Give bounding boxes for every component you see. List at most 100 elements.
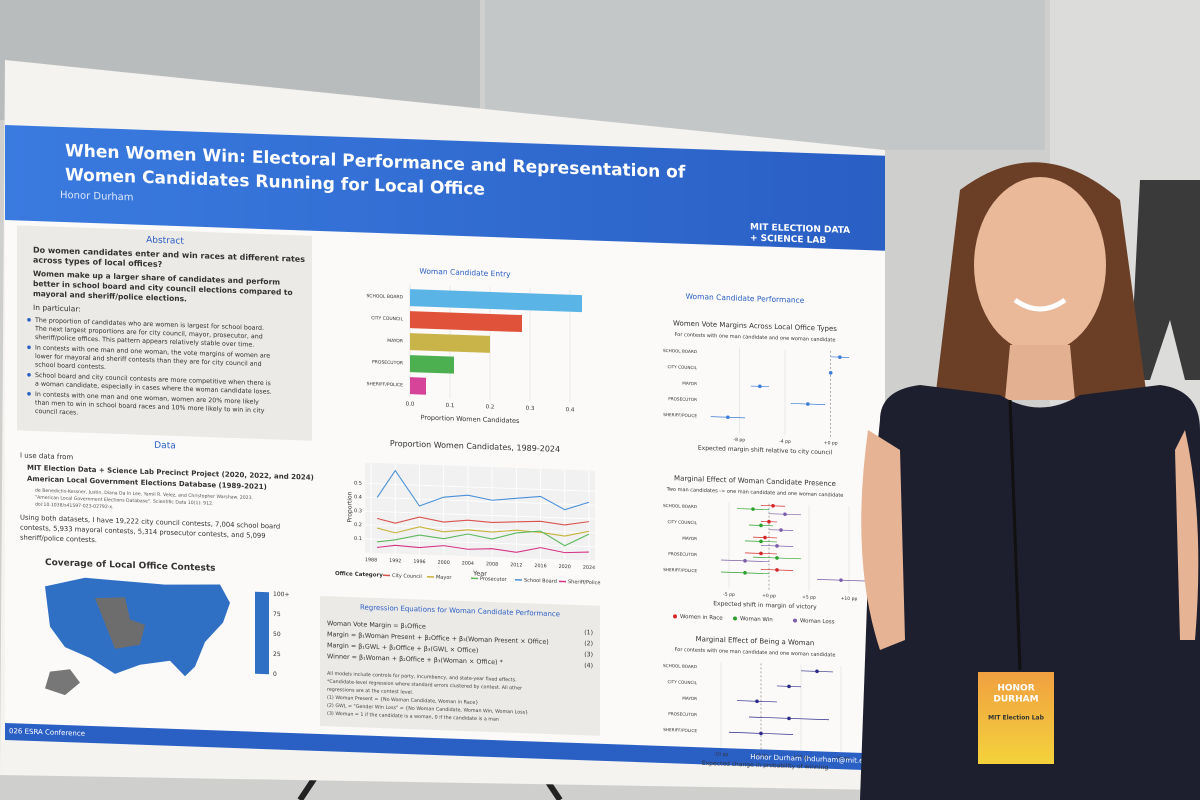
x-tick-label: +10 pp bbox=[793, 754, 810, 761]
point bbox=[787, 684, 791, 689]
legend-label: Prosecutor bbox=[480, 576, 508, 583]
x-tick-label: 2000 bbox=[438, 560, 450, 566]
citation: doi:10.1038/s41597-023-02792-x. bbox=[35, 502, 114, 511]
bar bbox=[410, 377, 426, 395]
point bbox=[838, 355, 842, 359]
plot-bg bbox=[365, 462, 595, 561]
point bbox=[755, 699, 759, 704]
x-tick-label: +10 pp bbox=[841, 596, 858, 603]
equation-number: (2) bbox=[584, 640, 593, 647]
x-axis-label: Expected change in probability of winnin… bbox=[702, 760, 828, 771]
bar bbox=[410, 289, 582, 313]
legend-swatch bbox=[793, 618, 797, 623]
abstract-box bbox=[17, 225, 312, 441]
y-tick-label: CITY COUNCIL bbox=[667, 519, 697, 525]
x-tick-label: 2016 bbox=[534, 563, 546, 569]
point bbox=[828, 371, 833, 375]
point bbox=[771, 504, 775, 508]
top bbox=[860, 385, 1200, 800]
header-band bbox=[5, 125, 885, 251]
point bbox=[758, 384, 762, 389]
logo-text: + SCIENCE LAB bbox=[750, 234, 826, 247]
bullet-dot bbox=[27, 345, 31, 350]
legend-label: Sheriff/Police bbox=[568, 579, 600, 586]
x-tick-label: 2012 bbox=[510, 562, 522, 568]
footer-band bbox=[5, 723, 885, 771]
x-tick-label: -4 pp bbox=[779, 439, 791, 445]
y-tick-label: MAYOR bbox=[387, 338, 403, 345]
data-intro: I use data from bbox=[20, 452, 73, 462]
poster: When Women Win: Electoral Performance an… bbox=[5, 125, 885, 771]
badge-name: DURHAM bbox=[993, 695, 1038, 705]
x-tick-label: 2008 bbox=[486, 561, 498, 567]
map-legend-label: 75 bbox=[273, 611, 281, 618]
point bbox=[726, 415, 730, 420]
point bbox=[759, 523, 763, 528]
lanyard bbox=[1008, 399, 1022, 671]
y-tick-label: PROSECUTOR bbox=[668, 711, 697, 717]
y-tick-label: SCHOOL BOARD bbox=[366, 293, 403, 300]
legend-title: Office Category bbox=[335, 571, 383, 579]
y-tick-label: MAYOR bbox=[682, 381, 697, 387]
x-tick-label: 0.3 bbox=[526, 406, 535, 412]
x-tick-label: 1996 bbox=[413, 559, 425, 565]
point bbox=[743, 559, 747, 563]
map-legend-label: 50 bbox=[273, 631, 281, 638]
section-heading: Data bbox=[154, 441, 175, 452]
y-tick-label: CITY COUNCIL bbox=[371, 315, 403, 322]
y-tick-label: SCHOOL BOARD bbox=[663, 348, 697, 354]
badge-name: HONOR bbox=[997, 684, 1034, 694]
point bbox=[787, 716, 791, 721]
map-alaska bbox=[45, 669, 80, 696]
y-tick-label: SHERIFF/POLICE bbox=[663, 567, 697, 573]
section-heading: Abstract bbox=[146, 235, 184, 246]
badge-org: MIT Election Lab bbox=[988, 715, 1044, 722]
point bbox=[783, 512, 787, 517]
x-tick-label: 2020 bbox=[559, 564, 571, 570]
abstract-intro: In particular: bbox=[33, 303, 81, 314]
y-tick-label: 0.1 bbox=[354, 536, 362, 542]
y-tick-label: MAYOR bbox=[682, 536, 697, 542]
y-tick-label: CITY COUNCIL bbox=[667, 679, 697, 685]
neck bbox=[1005, 345, 1075, 400]
map bbox=[45, 577, 269, 696]
y-tick-label: 0.4 bbox=[354, 494, 362, 500]
point bbox=[759, 731, 763, 736]
y-tick-label: PROSECUTOR bbox=[668, 551, 697, 557]
point bbox=[763, 535, 767, 540]
face bbox=[974, 177, 1106, 353]
footer-text: 026 ESRA Conference bbox=[9, 727, 85, 738]
logo-text: MIT ELECTION DATA bbox=[750, 223, 850, 236]
x-tick-label: -5 pp bbox=[723, 592, 735, 598]
line-series bbox=[376, 516, 590, 526]
x-tick-label: 0.2 bbox=[486, 404, 495, 410]
y-tick-label: 0.3 bbox=[354, 508, 362, 514]
legend-swatch bbox=[733, 616, 737, 621]
y-tick-label: SHERIFF/POLICE bbox=[663, 727, 697, 733]
y-tick-label: PROSECUTOR bbox=[372, 359, 403, 366]
point bbox=[779, 528, 783, 532]
x-axis-label: Expected margin shift relative to city c… bbox=[698, 445, 833, 457]
equation-number: (1) bbox=[584, 629, 593, 636]
x-tick-label: 2024 bbox=[583, 565, 595, 571]
regression-box bbox=[320, 596, 600, 736]
point bbox=[806, 402, 810, 406]
y-axis-label: Proportion bbox=[347, 491, 354, 522]
author: Honor Durham bbox=[60, 190, 134, 204]
point bbox=[759, 551, 763, 556]
grid-line bbox=[365, 510, 595, 520]
y-tick-label: PROSECUTOR bbox=[668, 396, 697, 402]
point bbox=[759, 539, 763, 544]
point bbox=[775, 568, 779, 572]
grid-line bbox=[365, 524, 595, 534]
grid-line bbox=[365, 538, 595, 548]
legend-label: Woman Win bbox=[740, 616, 773, 623]
arm bbox=[1175, 430, 1199, 640]
legend-swatch bbox=[673, 614, 677, 619]
bullet-dot bbox=[27, 392, 31, 396]
bullet-dot bbox=[27, 373, 31, 377]
x-tick-label: +20 pp bbox=[833, 755, 850, 762]
x-tick-label: +0 pp bbox=[824, 440, 838, 446]
point bbox=[839, 578, 843, 582]
y-tick-label: SCHOOL BOARD bbox=[663, 663, 697, 669]
